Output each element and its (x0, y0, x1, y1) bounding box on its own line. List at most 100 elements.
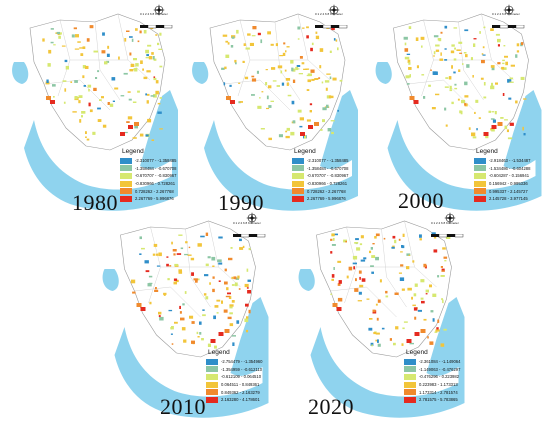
land-patch (134, 68, 138, 72)
land-patch (503, 45, 506, 47)
land-patch (304, 135, 307, 139)
land-patch (473, 38, 477, 40)
legend-item: -1.149063 - -0.476297 (404, 366, 460, 374)
land-patch (411, 296, 413, 300)
map-2000 (375, 13, 542, 211)
land-patch (193, 278, 198, 281)
land-patch (200, 235, 205, 238)
map-panel-2000: 0 1 2 4 6 8 Kilometer Legend -2.918463 -… (362, 0, 550, 215)
land-patch (154, 289, 159, 292)
land-patch (155, 34, 158, 36)
land-patch (497, 62, 501, 65)
land-patch (420, 36, 425, 40)
land-patch (251, 35, 256, 37)
land-patch (221, 67, 225, 70)
land-patch (224, 281, 228, 285)
land-patch (404, 42, 407, 46)
land-patch (174, 321, 178, 324)
land-patch (433, 51, 436, 55)
map-panel-2020: 0 1 2 4 6 8 Kilometer Legend -2.361084 -… (284, 207, 474, 422)
land-patch (495, 82, 498, 85)
land-patch (228, 257, 233, 261)
land-patch (309, 110, 312, 113)
land-patch (158, 311, 162, 315)
land-patch (191, 321, 195, 324)
land-patch (375, 233, 380, 237)
land-patch (502, 93, 505, 96)
land-patch (104, 61, 108, 65)
land-patch (433, 55, 435, 57)
land-patch (82, 65, 86, 69)
land-patch (126, 121, 130, 123)
legend-label: -1.534486 - -0.604288 (489, 165, 531, 171)
land-patch (260, 39, 263, 44)
land-patch (432, 293, 437, 297)
district-line (458, 21, 484, 101)
land-patch (465, 54, 468, 58)
land-patch (392, 235, 396, 239)
land-patch (173, 281, 177, 285)
land-patch (419, 234, 422, 238)
land-patch (377, 339, 379, 343)
legend-label: -2.754479 - -1.354960 (221, 359, 263, 365)
land-patch (175, 279, 179, 283)
land-patch (379, 279, 382, 283)
land-patch (432, 71, 437, 75)
legend-item: 0.995337 - 2.145727 (474, 187, 530, 195)
land-patch (462, 63, 464, 65)
land-patch (129, 52, 132, 56)
land-patch (442, 247, 446, 250)
land-patch (407, 59, 411, 63)
land-patch (272, 80, 277, 82)
land-patch (428, 84, 431, 87)
land-patch (491, 67, 495, 71)
legend-label: 1.173314 - 2.781574 (419, 389, 458, 395)
district-line (185, 228, 211, 308)
land-patch (212, 288, 215, 293)
land-patch (430, 310, 434, 313)
land-patch (333, 267, 335, 270)
legend-label: -0.830966 - 0.728261 (135, 181, 176, 187)
land-patch (337, 47, 339, 51)
land-patch (354, 288, 359, 292)
land-patch (515, 54, 518, 58)
lagoon (12, 62, 29, 84)
land-patch (239, 238, 242, 242)
land-patch (236, 29, 239, 34)
land-patch (471, 132, 476, 137)
land-patch (393, 342, 396, 346)
land-patch (197, 336, 200, 338)
land-patch (451, 65, 453, 69)
land-patch (283, 42, 286, 45)
land-patch (301, 62, 305, 65)
land-patch (235, 277, 239, 280)
legend-swatch (404, 366, 416, 373)
map-panel-1980: 0 1 2 4 6 8 Kilometer Legend -2.310077 -… (0, 0, 185, 215)
legend-item: -1.354959 - -0.612110 (206, 366, 262, 374)
land-patch (59, 32, 62, 35)
land-patch (398, 238, 401, 241)
land-patch (92, 131, 96, 135)
land-patch (437, 275, 440, 278)
hotspot-patch (46, 96, 51, 100)
legend-label: 0.728262 - 2.267768 (307, 188, 346, 194)
legend-label: 2.781575 - 5.783865 (419, 397, 458, 403)
land-patch (239, 101, 243, 103)
land-patch (246, 268, 249, 272)
land-patch (413, 293, 417, 297)
scale-ticks: 0 1 2 4 6 8 (233, 221, 248, 225)
land-patch (260, 128, 265, 130)
land-patch (212, 265, 215, 267)
land-patch (178, 269, 182, 273)
land-patch (139, 30, 142, 34)
land-patch (335, 39, 338, 42)
land-patch (346, 275, 349, 279)
land-patch (212, 276, 215, 279)
land-patch (203, 293, 207, 296)
land-patch (239, 247, 244, 250)
land-patch (159, 32, 162, 36)
land-patch (79, 47, 84, 49)
land-patch (356, 247, 361, 251)
hotspot-patch (332, 303, 338, 307)
legend-item: 0.728262 - 2.267768 (120, 187, 176, 195)
